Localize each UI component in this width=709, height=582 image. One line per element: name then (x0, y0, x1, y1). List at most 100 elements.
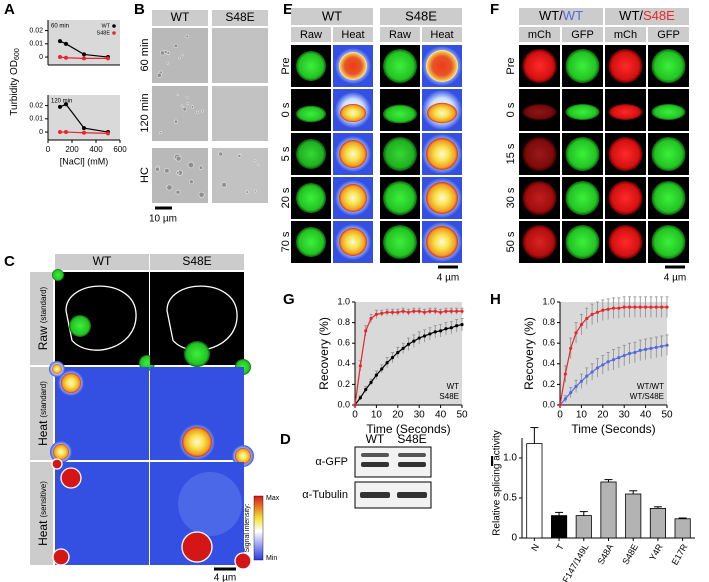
column-header (422, 27, 462, 42)
data-point (428, 309, 432, 313)
band (398, 453, 426, 457)
legend-marker (112, 31, 116, 35)
row-header (30, 272, 53, 365)
row-label: Pre (280, 57, 292, 74)
column-header-label: Heat (430, 29, 453, 41)
row-label: HC (139, 167, 151, 183)
data-point (58, 39, 62, 44)
x-tick-label: 50 (456, 410, 468, 421)
panel-letter: E (283, 1, 293, 18)
column-header-label: S48E (225, 10, 254, 24)
column-header-label: GFP (571, 29, 594, 41)
column-header-label: Raw (300, 29, 322, 41)
data-point (106, 56, 110, 61)
droplet (565, 104, 600, 120)
y-tick-label: 0.02 (29, 102, 43, 109)
y-axis-label-main: Turbidity OD (9, 60, 20, 116)
data-point (412, 309, 416, 313)
column-header (380, 27, 420, 42)
row-label: 15 s (505, 143, 517, 164)
data-point (396, 310, 400, 314)
x-tick-label: S48E (620, 542, 640, 566)
data-point (649, 346, 653, 350)
x-tick-label: E17R (670, 542, 690, 567)
legend-label: WT/S48E (630, 392, 664, 401)
column-header (648, 27, 689, 42)
data-point (58, 55, 62, 60)
droplet (187, 161, 195, 169)
group-header-label: WT/WT (539, 8, 583, 23)
droplet (60, 467, 82, 489)
droplet (339, 140, 367, 168)
bar (649, 507, 666, 539)
droplet (173, 43, 179, 48)
row-label: 60 min (139, 38, 151, 71)
droplet (175, 189, 181, 195)
y-tick-label: 0.01 (29, 41, 43, 48)
data-point (595, 310, 600, 314)
droplet (426, 182, 458, 214)
data-point (385, 361, 389, 365)
group-header-part: S48E (643, 8, 675, 23)
droplet (53, 444, 69, 460)
column-label: S48E (397, 432, 426, 446)
group-header-part: WT (563, 8, 583, 23)
droplet (522, 137, 557, 171)
droplet (426, 138, 458, 170)
data-point (563, 372, 567, 376)
row-label: Heat (standard) (36, 381, 50, 446)
data-point (444, 327, 448, 331)
band (361, 462, 389, 467)
y-tick-label: 0 (39, 129, 43, 136)
x-tick-label: S48A (596, 542, 616, 566)
panel-letter: H (490, 291, 501, 308)
data-point (460, 323, 464, 327)
group-header (519, 8, 603, 25)
row-label: α-Tubulin (302, 489, 348, 501)
data-point (585, 316, 589, 321)
row-header (30, 367, 53, 460)
droplet (296, 183, 326, 213)
droplet (608, 49, 643, 83)
droplet (156, 72, 162, 78)
group-header (291, 8, 373, 25)
droplet (426, 226, 458, 258)
droplet (339, 184, 367, 212)
data-point (627, 351, 632, 356)
plot-background (355, 302, 462, 405)
droplet (69, 315, 91, 337)
droplet (200, 109, 204, 113)
data-point (460, 309, 464, 313)
data-point (380, 311, 384, 315)
chart-title: 120 min (51, 99, 72, 105)
x-tick-label: 20 (597, 410, 609, 421)
data-point (455, 309, 459, 313)
row-header (30, 462, 53, 565)
data-point (58, 104, 62, 109)
data-point (64, 55, 68, 60)
cell-glow (178, 472, 242, 536)
group-header-part: WT/ (539, 8, 563, 23)
y-axis-label: Relative splicing activity (492, 430, 503, 536)
droplet (383, 104, 417, 124)
droplet (257, 163, 260, 167)
droplet (608, 181, 643, 215)
legend-label: WT (101, 23, 110, 29)
x-axis-label: Time (Seconds) (366, 422, 450, 436)
droplet (178, 56, 181, 60)
column-header (562, 27, 603, 42)
data-point (380, 367, 384, 371)
data-point (358, 364, 362, 368)
data-point (406, 310, 411, 314)
y-axis-label-sub: 600 (14, 48, 21, 60)
x-axis-label: [NaCl] (mM) (60, 156, 109, 166)
droplet (340, 104, 366, 122)
row-label: α-GFP (315, 456, 348, 468)
column-header (333, 27, 373, 42)
row-label-note: (standard) (39, 381, 48, 418)
droplet (608, 104, 643, 120)
y-tick-label: 0.8 (337, 317, 350, 327)
droplet (651, 225, 686, 259)
series-line (59, 40, 109, 58)
y-axis-label: Recovery (%) (317, 317, 331, 390)
